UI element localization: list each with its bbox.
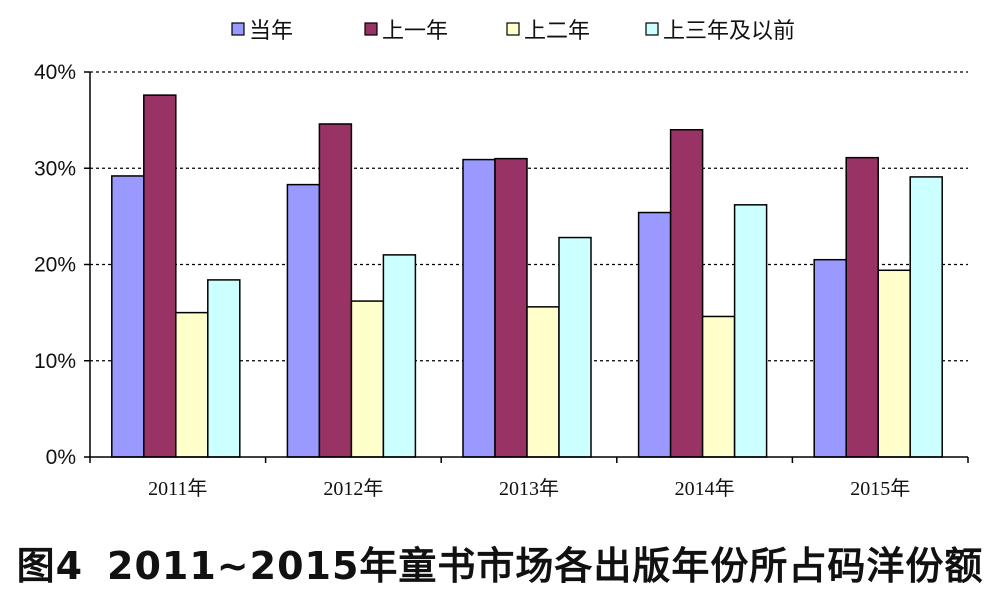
bar	[143, 94, 177, 458]
bar	[526, 306, 560, 458]
legend-label: 当年	[249, 19, 293, 44]
bar	[845, 156, 879, 458]
legend-label: 上三年及以前	[663, 19, 795, 44]
bar	[494, 157, 528, 458]
legend-swatch	[645, 22, 659, 36]
x-tick-label: 2015年	[850, 477, 910, 500]
bar	[558, 236, 592, 458]
figure-caption: 图4 2011~2015年童书市场各出版年份所占码洋份额	[0, 522, 1000, 602]
x-axis: 2011年 2012年 2013年 2014年 2015年	[89, 456, 969, 500]
bar	[286, 183, 321, 458]
bar	[207, 279, 241, 458]
legend-label: 上二年	[524, 19, 590, 44]
bar	[382, 254, 417, 458]
figure-caption-number: 图4	[16, 543, 84, 588]
x-tick-label: 2013年	[499, 477, 559, 500]
legend-swatch	[506, 22, 520, 36]
legend-label: 上一年	[382, 19, 448, 44]
bar	[909, 176, 943, 458]
y-tick-label: 20%	[34, 254, 76, 277]
bar-chart: 当年 上一年 上二年 上三年及以前 0% 10% 20% 30% 40% 2011年 2012年…	[34, 19, 969, 500]
bar	[111, 175, 145, 458]
y-axis: 0% 10% 20% 30% 40%	[34, 61, 91, 469]
bar	[733, 204, 768, 458]
bars-layer	[111, 94, 943, 458]
x-tick-label: 2011年	[148, 477, 207, 500]
y-tick-label: 30%	[34, 157, 76, 180]
bar	[462, 158, 496, 458]
bar	[669, 129, 704, 458]
bar	[637, 211, 672, 458]
x-tick-label: 2014年	[675, 477, 735, 500]
legend-swatch	[231, 22, 245, 36]
bar	[175, 311, 209, 458]
chart-legend: 当年 上一年 上二年 上三年及以前	[231, 19, 795, 44]
bar	[701, 315, 736, 458]
y-tick-label: 0%	[46, 446, 76, 469]
x-tick-label: 2012年	[323, 477, 383, 500]
legend-swatch	[364, 22, 378, 36]
y-tick-label: 40%	[34, 61, 76, 84]
y-tick-label: 10%	[34, 350, 76, 373]
bar	[877, 269, 911, 458]
bar	[318, 123, 353, 458]
bar	[350, 300, 385, 458]
bar	[813, 258, 847, 458]
figure-caption-text: 2011~2015年童书市场各出版年份所占码洋份额	[107, 543, 984, 588]
